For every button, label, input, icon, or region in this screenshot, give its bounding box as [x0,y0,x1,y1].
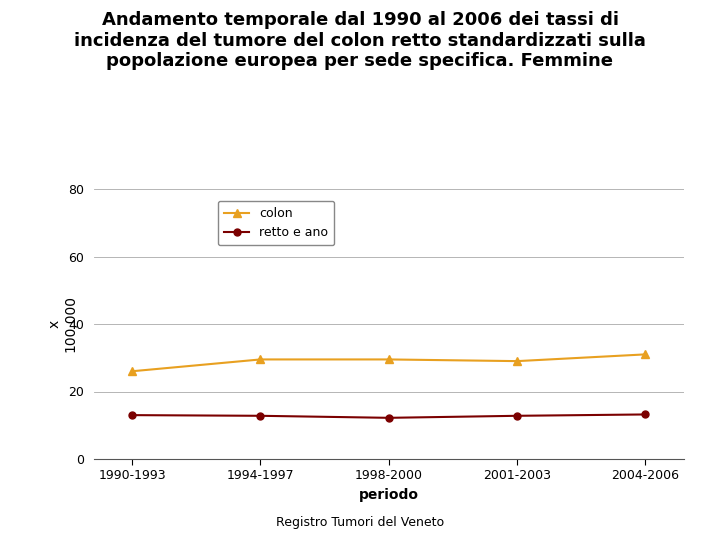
retto e ano [384,415,393,421]
Line: retto e ano: retto e ano [129,411,649,421]
retto e ano [513,413,521,419]
retto e ano [642,411,650,418]
Legend: colon, retto e ano: colon, retto e ano [218,201,334,245]
retto e ano [127,412,136,418]
Line: colon: colon [128,350,649,375]
colon [513,358,521,365]
colon [642,351,650,357]
colon [256,356,265,363]
colon [127,368,136,375]
colon [384,356,393,363]
Text: Andamento temporale dal 1990 al 2006 dei tassi di
incidenza del tumore del colon: Andamento temporale dal 1990 al 2006 dei… [74,11,646,70]
X-axis label: periodo: periodo [359,488,419,502]
Y-axis label: x
100,000: x 100,000 [48,295,78,353]
Text: Registro Tumori del Veneto: Registro Tumori del Veneto [276,516,444,529]
retto e ano [256,413,265,419]
